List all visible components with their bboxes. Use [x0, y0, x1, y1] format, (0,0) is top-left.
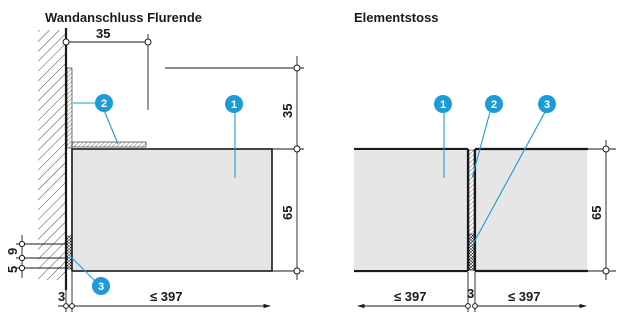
dim-node-s3 [18, 264, 26, 272]
badge-right-2: 2 [485, 95, 503, 113]
panel-right-b [475, 150, 587, 270]
title-element-joint: Elementstoss [354, 10, 439, 25]
leader-left-3 [69, 255, 97, 283]
dim-node-r3 [293, 267, 301, 275]
dim-label-gap-5: 5 [5, 266, 20, 273]
panel-left [71, 148, 273, 272]
leader-right-2 [471, 111, 491, 179]
leader-right-3 [471, 111, 546, 247]
dim-node-rb2 [472, 303, 478, 309]
svg-text:1: 1 [231, 99, 237, 111]
badge-left-2: 2 [95, 94, 113, 112]
dim-label-upper-height: 35 [280, 104, 295, 118]
gap-sealant-left [66, 235, 72, 270]
title-wall-connection: Wandanschluss Flurende [45, 10, 202, 25]
dim-node-s1 [18, 240, 26, 248]
svg-text:2: 2 [491, 99, 497, 111]
dim-label-panel-height-right: 65 [589, 206, 604, 220]
dim-node-rb1 [465, 303, 471, 309]
dim-label-gap-3-left: 3 [58, 289, 65, 304]
dim-node-top-right [144, 38, 152, 46]
dim-node-rr2 [602, 267, 610, 275]
badge-right-3: 3 [538, 95, 556, 113]
panel-right-a [354, 150, 468, 270]
dim-node-r1 [293, 64, 301, 72]
dim-node-s2 [18, 254, 26, 262]
dim-label-top-width: 35 [96, 26, 110, 41]
svg-text:1: 1 [440, 99, 446, 111]
dim-node-rr1 [602, 145, 610, 153]
dim-label-width-right-a: ≤ 397 [394, 289, 426, 304]
dim-label-gap-9: 9 [5, 248, 20, 255]
badge-left-1: 1 [225, 95, 243, 113]
svg-text:3: 3 [98, 281, 104, 293]
dim-node-top-left [62, 38, 70, 46]
edge-insulation-strip [66, 67, 73, 149]
dim-node-r2 [293, 145, 301, 153]
badge-right-1: 1 [434, 95, 452, 113]
dim-label-panel-height-left: 65 [280, 206, 295, 220]
joint-sealant [468, 233, 475, 271]
dim-node-b1 [63, 303, 69, 309]
svg-text:2: 2 [101, 98, 107, 110]
svg-text:3: 3 [544, 99, 550, 111]
dim-label-width-right-b: ≤ 397 [508, 289, 540, 304]
wall-hatching [38, 30, 66, 280]
horizontal-insulation-strip [71, 141, 147, 148]
dim-label-gap-3-right: 3 [467, 286, 474, 301]
badge-left-3: 3 [92, 277, 110, 295]
dim-node-b2 [69, 303, 75, 309]
dim-label-width-left: ≤ 397 [150, 289, 182, 304]
